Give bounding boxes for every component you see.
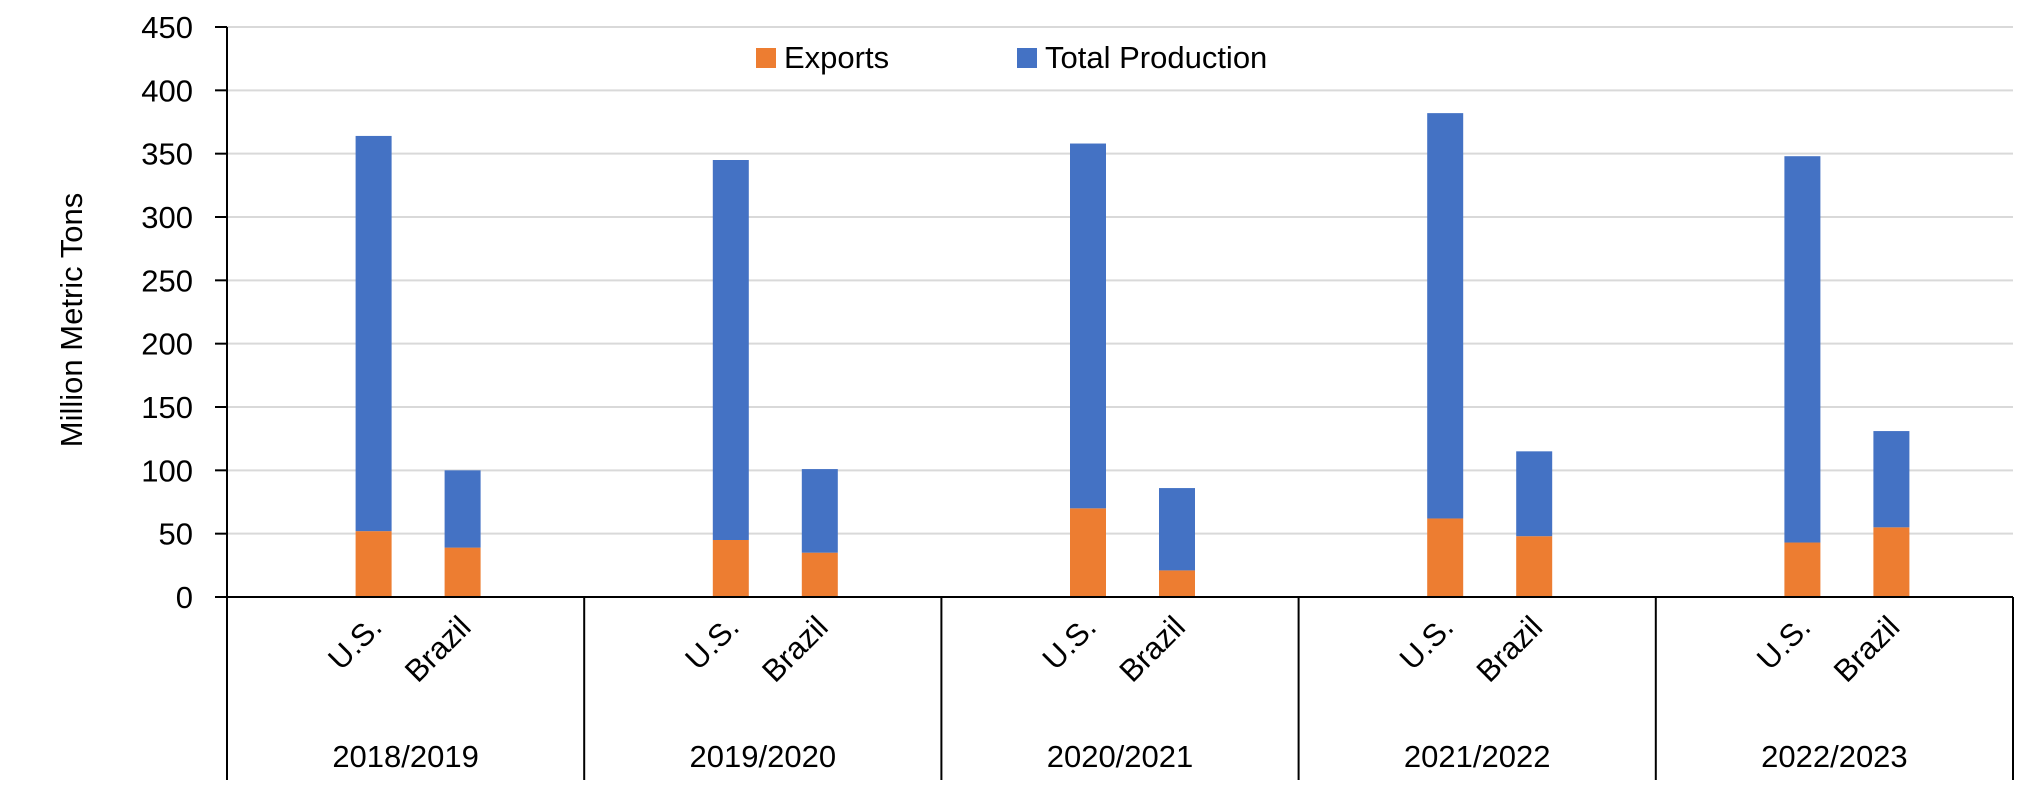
bar-exports-us-2: [712, 540, 749, 597]
x-tick-label-us: U.S.: [1036, 609, 1103, 676]
bar-exports-brazil-2: [801, 552, 838, 597]
bar-total-production-brazil-1: [444, 470, 481, 548]
bar-total-production-us-4: [1427, 113, 1464, 519]
y-tick-label: 250: [141, 263, 193, 298]
legend-swatch-total-production: [1017, 48, 1037, 68]
bar-total-production-us-2: [712, 160, 749, 540]
bar-exports-us-1: [355, 531, 392, 597]
group-label: 2021/2022: [1404, 739, 1551, 774]
legend-label-total-production: Total Production: [1045, 40, 1267, 75]
x-tick-label-brazil: Brazil: [1470, 609, 1550, 689]
bars: [355, 113, 1910, 597]
bar-exports-us-4: [1427, 518, 1464, 597]
y-tick-labels: 0 50 100 150 200 250 300 350 400 450: [141, 10, 193, 615]
axes: [215, 26, 2014, 780]
group-labels: 2018/2019 2019/2020 2020/2021 2021/2022 2022…: [332, 739, 1907, 774]
y-tick-label: 300: [141, 200, 193, 235]
bar-exports-brazil-4: [1516, 536, 1553, 597]
x-tick-label-brazil: Brazil: [1827, 609, 1907, 689]
bar-exports-brazil-1: [444, 547, 481, 597]
group-label: 2018/2019: [332, 739, 479, 774]
x-tick-labels: U.S. Brazil U.S. Brazil U.S. Brazil U.S. Brazil…: [321, 609, 1906, 689]
x-tick-label-us: U.S.: [321, 609, 388, 676]
y-axis-title: Million Metric Tons: [54, 193, 89, 447]
bar-total-production-brazil-5: [1873, 431, 1910, 528]
bar-exports-us-5: [1784, 542, 1821, 597]
y-tick-label: 0: [176, 580, 193, 615]
y-tick-label: 450: [141, 10, 193, 45]
legend-label-exports: Exports: [784, 40, 889, 75]
group-label: 2020/2021: [1047, 739, 1194, 774]
y-tick-label: 200: [141, 327, 193, 362]
x-tick-label-us: U.S.: [1393, 609, 1460, 676]
y-tick-label: 50: [159, 517, 193, 552]
x-tick-label-brazil: Brazil: [398, 609, 478, 689]
group-label: 2022/2023: [1761, 739, 1908, 774]
bar-exports-brazil-3: [1159, 570, 1195, 597]
y-tick-label: 350: [141, 137, 193, 172]
bar-total-production-brazil-3: [1159, 488, 1195, 571]
x-tick-label-us: U.S.: [678, 609, 745, 676]
y-tick-label: 400: [141, 73, 193, 108]
legend: Exports Total Production: [756, 40, 1267, 75]
gridlines: [227, 26, 2013, 535]
group-label: 2019/2020: [690, 739, 837, 774]
legend-swatch-exports: [756, 48, 776, 68]
bar-exports-us-3: [1070, 508, 1106, 597]
y-tick-label: 100: [141, 453, 193, 488]
bar-total-production-us-3: [1070, 143, 1106, 509]
x-tick-label-brazil: Brazil: [755, 609, 835, 689]
bar-total-production-brazil-4: [1516, 451, 1553, 537]
bar-exports-brazil-5: [1873, 527, 1910, 597]
bar-total-production-us-5: [1784, 156, 1821, 543]
x-tick-label-brazil: Brazil: [1112, 609, 1192, 689]
bar-total-production-us-1: [355, 135, 392, 532]
y-tick-label: 150: [141, 390, 193, 425]
bar-total-production-brazil-2: [801, 469, 838, 553]
x-tick-label-us: U.S.: [1750, 609, 1817, 676]
